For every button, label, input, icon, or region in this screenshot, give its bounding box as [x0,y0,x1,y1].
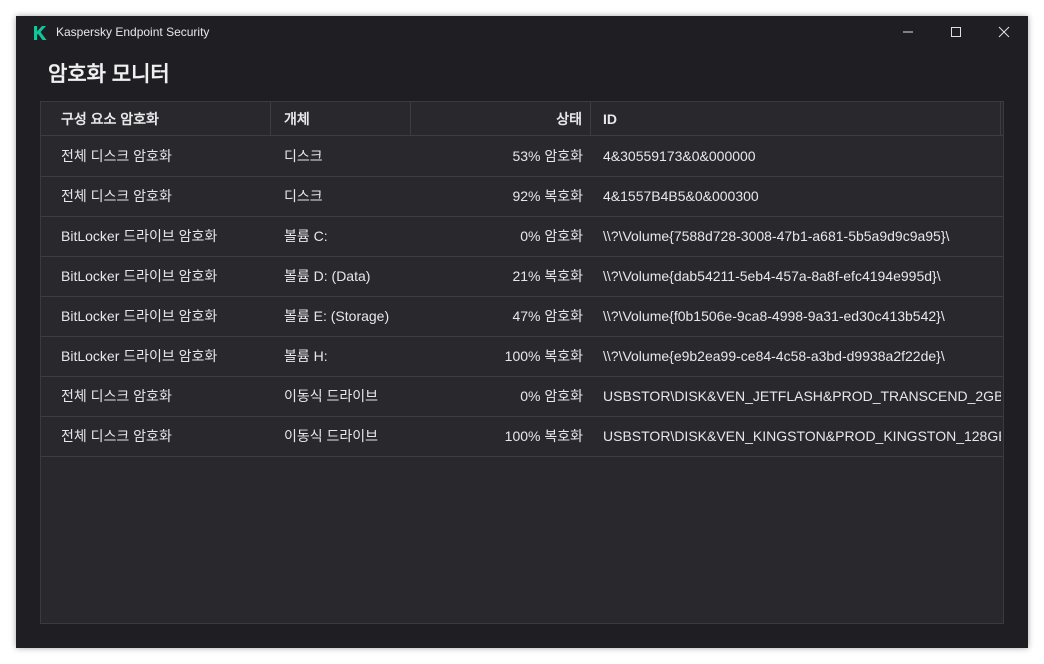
table-row[interactable]: 전체 디스크 암호화 디스크 92% 복호화 4&1557B4B5&0&000300 [41,176,1003,217]
table-header: 구성 요소 암호화 개체 상태 ID [41,102,1003,136]
table-cell: 47% 암호화 [512,308,583,324]
table-cell: BitLocker 드라이브 암호화 [61,308,218,324]
table-row[interactable]: BitLocker 드라이브 암호화 볼륨 E: (Storage) 47% 암호화… [41,296,1003,337]
column-header: 구성 요소 암호화 [41,102,271,135]
table-cell: 0% 암호화 [520,228,583,244]
table-cell: 53% 암호화 [512,148,583,164]
table-cell: 전체 디스크 암호화 [61,148,172,164]
table-cell: 볼륨 D: (Data) [284,268,371,284]
table-cell: 디스크 [284,148,323,164]
table-cell: BitLocker 드라이브 암호화 [61,228,218,244]
table-cell: BitLocker 드라이브 암호화 [61,348,218,364]
minimize-button[interactable] [900,24,916,40]
encryption-table: 구성 요소 암호화 개체 상태 ID 전체 디스크 암호화 디스크 53% 암호화 4&305… [40,101,1004,624]
column-header: 개체 [271,102,411,135]
app-window: Kaspersky Endpoint Security 암호화 모니터 구성 요… [16,16,1028,648]
table-cell: 전체 디스크 암호화 [61,428,172,444]
table-cell: \\?\Volume{dab54211-5eb4-457a-8a8f-efc41… [603,268,941,284]
table-cell: 볼륨 C: [284,228,328,244]
table-cell: 4&1557B4B5&0&000300 [603,188,759,204]
table-cell: \\?\Volume{f0b1506e-9ca8-4998-9a31-ed30c… [603,308,945,324]
table-row[interactable]: BitLocker 드라이브 암호화 볼륨 H: 100% 복호화 \\?\Volum… [41,336,1003,377]
table-row[interactable]: BitLocker 드라이브 암호화 볼륨 C: 0% 암호화 \\?\Volume{… [41,216,1003,257]
table-row[interactable]: BitLocker 드라이브 암호화 볼륨 D: (Data) 21% 복호화 \\?… [41,256,1003,297]
table-cell: 4&30559173&0&000000 [603,148,756,164]
table-cell: 이동식 드라이브 [284,388,379,404]
table-cell: USBSTOR\DISK&VEN_KINGSTON&PROD_KINGSTON_… [603,428,1001,444]
column-header: ID [591,102,1001,135]
app-logo [34,26,47,40]
table-cell: 전체 디스크 암호화 [61,188,172,204]
column-header: 상태 [411,102,591,135]
table-cell: 100% 복호화 [504,348,583,364]
table-cell: 92% 복호화 [512,188,583,204]
table-cell: 전체 디스크 암호화 [61,388,172,404]
table-row[interactable]: 전체 디스크 암호화 이동식 드라이브 100% 복호화 USBSTOR\DISK&V… [41,416,1003,457]
table-cell: 볼륨 H: [284,348,328,364]
table-cell: 21% 복호화 [512,268,583,284]
table-row[interactable]: 전체 디스크 암호화 이동식 드라이브 0% 암호화 USBSTOR\DISK&VEN… [41,376,1003,417]
page-heading: 암호화 모니터 [48,63,170,86]
table-row[interactable]: 전체 디스크 암호화 디스크 53% 암호화 4&30559173&0&000000 [41,136,1003,177]
table-cell: USBSTOR\DISK&VEN_JETFLASH&PROD_TRANSCEND… [603,388,1001,404]
window-title: Kaspersky Endpoint Security [56,25,210,39]
table-cell: BitLocker 드라이브 암호화 [61,268,218,284]
table-cell: \\?\Volume{7588d728-3008-47b1-a681-5b5a9… [603,228,950,244]
close-button[interactable] [996,24,1012,40]
table-cell: 이동식 드라이브 [284,428,379,444]
table-cell: 볼륨 E: (Storage) [284,308,390,324]
table-cell: 디스크 [284,188,323,204]
maximize-button[interactable] [948,24,964,40]
table-cell: 100% 복호화 [504,428,583,444]
table-cell: 0% 암호화 [520,388,583,404]
table-cell: \\?\Volume{e9b2ea99-ce84-4c58-a3bd-d9938… [603,348,945,364]
